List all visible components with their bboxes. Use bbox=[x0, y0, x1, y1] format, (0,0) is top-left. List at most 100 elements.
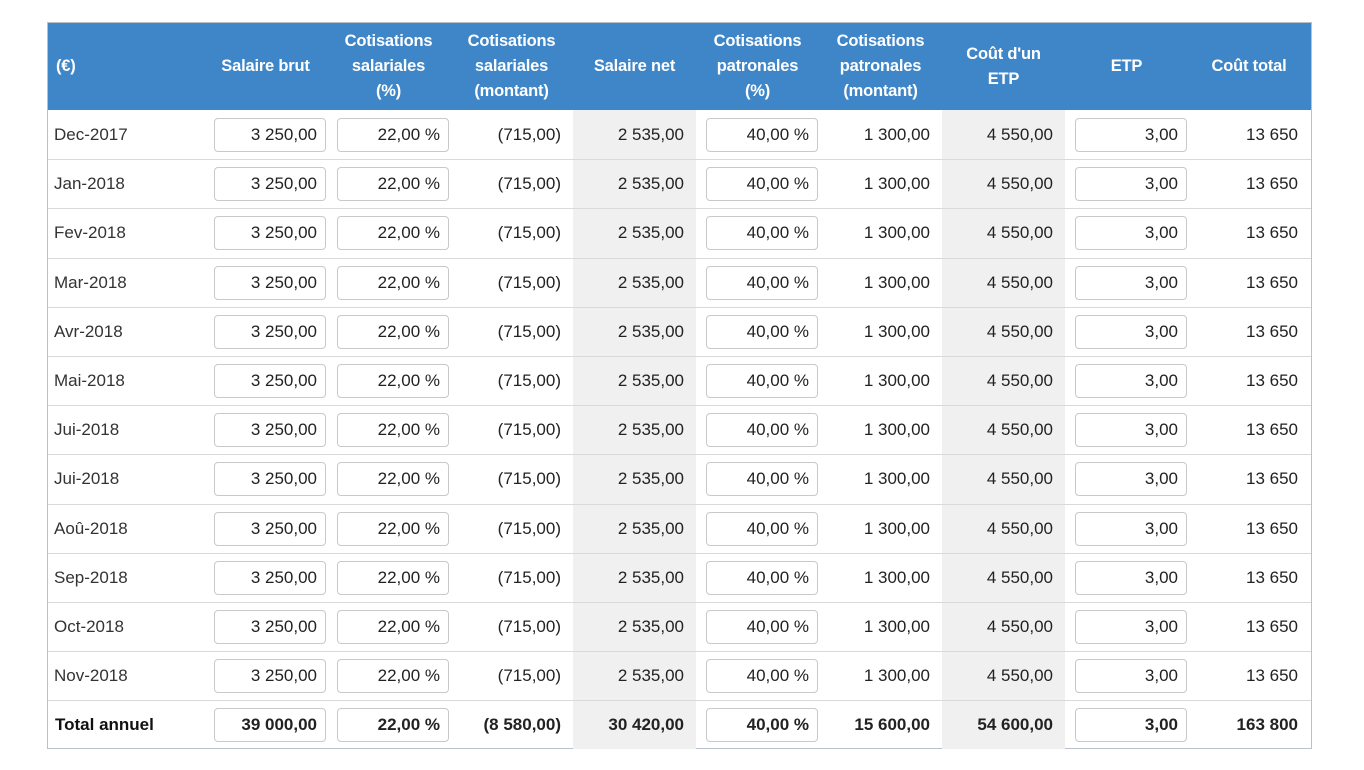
fte-input[interactable]: 3,00 bbox=[1075, 167, 1187, 202]
emp-contrib-pct-input[interactable]: 22,00 % bbox=[337, 560, 449, 595]
header-fte-cost: Coût d'un ETP bbox=[942, 23, 1065, 110]
net-salary-cell: 2 535,00 bbox=[573, 209, 696, 258]
fte-input[interactable]: 3,00 bbox=[1075, 560, 1187, 595]
emp-contrib-pct-input[interactable]: 22,00 % bbox=[337, 265, 449, 300]
header-fte: ETP bbox=[1065, 23, 1188, 110]
emp-contrib-pct-input[interactable]: 22,00 % bbox=[337, 462, 449, 497]
gross-salary-cell: 3 250,00 bbox=[204, 209, 327, 257]
er-contrib-pct-input[interactable]: 40,00 % bbox=[706, 609, 818, 644]
header-er-contrib-pct: Cotisations patronales (%) bbox=[696, 23, 819, 110]
gross-salary-input[interactable]: 3 250,00 bbox=[214, 314, 326, 349]
emp-contrib-pct-input[interactable]: 22,00 % bbox=[337, 511, 449, 546]
fte-cost-cell: 4 550,00 bbox=[942, 209, 1065, 258]
gross-salary-input[interactable]: 3 250,00 bbox=[214, 462, 326, 497]
header-net-salary: Salaire net bbox=[573, 23, 696, 110]
fte-input[interactable]: 3,00 bbox=[1075, 265, 1187, 300]
er-contrib-pct-input[interactable]: 40,00 % bbox=[706, 708, 818, 743]
month-cell: Jui-2018 bbox=[54, 469, 120, 489]
fte-input[interactable]: 3,00 bbox=[1075, 413, 1187, 448]
gross-salary-input[interactable]: 3 250,00 bbox=[214, 413, 326, 448]
fte-cost-cell: 54 600,00 bbox=[942, 701, 1065, 750]
emp-contrib-pct-cell: 22,00 % bbox=[327, 603, 450, 651]
gross-salary-input[interactable]: 3 250,00 bbox=[214, 265, 326, 300]
table-row: Dec-2017 3 250,00 22,00 % (715,00) 2 535,00 4… bbox=[48, 110, 1311, 160]
header-line: patronales bbox=[839, 57, 922, 75]
net-salary-cell: 2 535,00 bbox=[573, 652, 696, 701]
emp-contrib-pct-input[interactable]: 22,00 % bbox=[337, 413, 449, 448]
emp-contrib-amount-cell: (715,00) bbox=[497, 420, 561, 440]
fte-cost-cell: 4 550,00 bbox=[942, 602, 1065, 652]
fte-input[interactable]: 3,00 bbox=[1075, 708, 1187, 743]
emp-contrib-pct-cell: 22,00 % bbox=[327, 652, 450, 700]
fte-cell: 3,00 bbox=[1065, 209, 1188, 257]
er-contrib-pct-input[interactable]: 40,00 % bbox=[706, 364, 818, 399]
fte-cell: 3,00 bbox=[1065, 110, 1188, 159]
net-salary-cell: 2 535,00 bbox=[573, 553, 696, 602]
emp-contrib-amount-cell: (715,00) bbox=[497, 272, 561, 292]
fte-input[interactable]: 3,00 bbox=[1075, 216, 1187, 251]
fte-input[interactable]: 3,00 bbox=[1075, 511, 1187, 546]
emp-contrib-pct-input[interactable]: 22,00 % bbox=[337, 659, 449, 694]
gross-salary-cell: 3 250,00 bbox=[204, 554, 327, 602]
fte-input[interactable]: 3,00 bbox=[1075, 609, 1187, 644]
gross-salary-input[interactable]: 3 250,00 bbox=[214, 609, 326, 644]
fte-input[interactable]: 3,00 bbox=[1075, 364, 1187, 399]
header-line: ETP bbox=[987, 69, 1020, 88]
gross-salary-input[interactable]: 3 250,00 bbox=[214, 216, 326, 251]
gross-salary-input[interactable]: 3 250,00 bbox=[214, 364, 326, 399]
fte-input[interactable]: 3,00 bbox=[1075, 117, 1187, 152]
er-contrib-amount-cell: 1 300,00 bbox=[863, 371, 930, 391]
emp-contrib-pct-input[interactable]: 22,00 % bbox=[337, 117, 449, 152]
er-contrib-pct-cell: 40,00 % bbox=[696, 652, 819, 700]
emp-contrib-pct-input[interactable]: 22,00 % bbox=[337, 314, 449, 349]
er-contrib-amount-cell: 1 300,00 bbox=[863, 223, 930, 243]
header-emp-contrib-pct: Cotisations salariales (%) bbox=[327, 23, 450, 110]
header-gross-salary-label: Salaire brut bbox=[221, 57, 310, 75]
er-contrib-pct-input[interactable]: 40,00 % bbox=[706, 560, 818, 595]
month-cell: Avr-2018 bbox=[54, 321, 123, 341]
total-cost-cell: 13 650 bbox=[1246, 420, 1298, 440]
emp-contrib-pct-cell: 22,00 % bbox=[327, 701, 450, 749]
er-contrib-pct-input[interactable]: 40,00 % bbox=[706, 216, 818, 251]
fte-cell: 3,00 bbox=[1065, 505, 1188, 553]
er-contrib-pct-cell: 40,00 % bbox=[696, 357, 819, 405]
emp-contrib-pct-input[interactable]: 22,00 % bbox=[337, 167, 449, 202]
header-gross-salary: Salaire brut bbox=[204, 23, 327, 110]
er-contrib-pct-input[interactable]: 40,00 % bbox=[706, 659, 818, 694]
er-contrib-pct-input[interactable]: 40,00 % bbox=[706, 314, 818, 349]
fte-input[interactable]: 3,00 bbox=[1075, 659, 1187, 694]
emp-contrib-pct-cell: 22,00 % bbox=[327, 455, 450, 503]
month-cell: Sep-2018 bbox=[54, 567, 128, 587]
er-contrib-pct-input[interactable]: 40,00 % bbox=[706, 462, 818, 497]
gross-salary-cell: 3 250,00 bbox=[204, 505, 327, 553]
gross-salary-input[interactable]: 3 250,00 bbox=[214, 659, 326, 694]
emp-contrib-pct-input[interactable]: 22,00 % bbox=[337, 708, 449, 743]
gross-salary-input[interactable]: 3 250,00 bbox=[214, 167, 326, 202]
emp-contrib-pct-input[interactable]: 22,00 % bbox=[337, 609, 449, 644]
gross-salary-input[interactable]: 3 250,00 bbox=[214, 117, 326, 152]
emp-contrib-pct-cell: 22,00 % bbox=[327, 406, 450, 454]
gross-salary-input[interactable]: 39 000,00 bbox=[214, 708, 326, 743]
emp-contrib-pct-input[interactable]: 22,00 % bbox=[337, 216, 449, 251]
month-cell: Jan-2018 bbox=[54, 174, 125, 194]
month-cell: Oct-2018 bbox=[54, 616, 124, 636]
emp-contrib-pct-input[interactable]: 22,00 % bbox=[337, 364, 449, 399]
table-row: Avr-2018 3 250,00 22,00 % (715,00) 2 535,00 4… bbox=[48, 306, 1311, 356]
total-cost-cell: 13 650 bbox=[1246, 223, 1298, 243]
er-contrib-pct-input[interactable]: 40,00 % bbox=[706, 413, 818, 448]
er-contrib-pct-input[interactable]: 40,00 % bbox=[706, 117, 818, 152]
fte-input[interactable]: 3,00 bbox=[1075, 314, 1187, 349]
er-contrib-pct-input[interactable]: 40,00 % bbox=[706, 265, 818, 300]
table-row: Oct-2018 3 250,00 22,00 % (715,00) 2 535,00 4… bbox=[48, 601, 1311, 652]
gross-salary-input[interactable]: 3 250,00 bbox=[214, 511, 326, 546]
gross-salary-input[interactable]: 3 250,00 bbox=[214, 560, 326, 595]
net-salary-cell: 2 535,00 bbox=[573, 602, 696, 652]
table-row: Jan-2018 3 250,00 22,00 % (715,00) 2 535,00 4… bbox=[48, 159, 1311, 209]
er-contrib-amount-cell: 1 300,00 bbox=[863, 469, 930, 489]
er-contrib-pct-input[interactable]: 40,00 % bbox=[706, 167, 818, 202]
header-total-cost-label: Coût total bbox=[1211, 57, 1287, 75]
emp-contrib-pct-cell: 22,00 % bbox=[327, 505, 450, 553]
fte-input[interactable]: 3,00 bbox=[1075, 462, 1187, 497]
total-cost-cell: 13 650 bbox=[1246, 371, 1298, 391]
er-contrib-pct-input[interactable]: 40,00 % bbox=[706, 511, 818, 546]
